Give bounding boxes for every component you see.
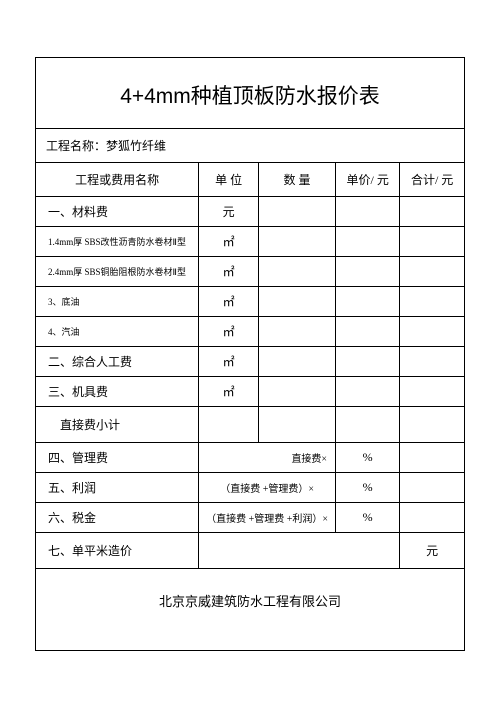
quote-table: 工程或费用名称 单 位 数 量 单价/ 元 合计/ 元 一、材料费 元 1.4m…	[36, 162, 464, 569]
table-row: 三、机具费 ㎡	[36, 376, 464, 406]
row-unit: ㎡	[199, 256, 259, 286]
row-price	[336, 256, 400, 286]
header-qty: 数 量	[259, 162, 336, 196]
row-price	[336, 226, 400, 256]
title-section: 4+4mm种植顶板防水报价表	[36, 58, 464, 128]
table-row: 五、利润 （直接费 +管理费）× %	[36, 472, 464, 502]
row-name: 四、管理费	[36, 442, 199, 472]
row-name: 2.4mm厚 SBS铜胎阻根防水卷材Ⅱ型	[36, 256, 199, 286]
row-qty	[259, 346, 336, 376]
row-total	[400, 346, 464, 376]
row-unit: ㎡	[199, 376, 259, 406]
row-total	[400, 256, 464, 286]
row-name: 3、底油	[36, 286, 199, 316]
table-row: 1.4mm厚 SBS改性沥青防水卷材Ⅱ型 ㎡	[36, 226, 464, 256]
row-pct: %	[336, 442, 400, 472]
row-price	[336, 286, 400, 316]
table-row: 二、综合人工费 ㎡	[36, 346, 464, 376]
row-qty	[259, 406, 336, 442]
row-unit: ㎡	[199, 316, 259, 346]
row-name: 1.4mm厚 SBS改性沥青防水卷材Ⅱ型	[36, 226, 199, 256]
project-name-row: 工程名称：梦狐竹纤维	[36, 128, 464, 162]
row-unit: ㎡	[199, 226, 259, 256]
row-name: 4、汽油	[36, 316, 199, 346]
row-qty	[259, 256, 336, 286]
row-name: 直接费小计	[36, 406, 199, 442]
table-row: 2.4mm厚 SBS铜胎阻根防水卷材Ⅱ型 ㎡	[36, 256, 464, 286]
row-desc: （直接费 +管理费 +利润）×	[199, 502, 336, 532]
row-price	[336, 316, 400, 346]
row-desc: 直接费×	[199, 442, 336, 472]
row-qty	[259, 196, 336, 226]
row-pct: %	[336, 472, 400, 502]
row-price	[336, 196, 400, 226]
row-price	[336, 346, 400, 376]
subtotal-row: 直接费小计	[36, 406, 464, 442]
header-total: 合计/ 元	[400, 162, 464, 196]
row-name: 五、利润	[36, 472, 199, 502]
table-row: 六、税金 （直接费 +管理费 +利润）× %	[36, 502, 464, 532]
header-price: 单价/ 元	[336, 162, 400, 196]
row-name: 七、单平米造价	[36, 532, 199, 568]
table-header-row: 工程或费用名称 单 位 数 量 单价/ 元 合计/ 元	[36, 162, 464, 196]
row-unit: 元	[199, 196, 259, 226]
row-qty	[259, 376, 336, 406]
row-unit: ㎡	[199, 346, 259, 376]
footer-company: 北京京威建筑防水工程有限公司	[36, 568, 464, 650]
row-name: 三、机具费	[36, 376, 199, 406]
row-unit: ㎡	[199, 286, 259, 316]
table-row: 3、底油 ㎡	[36, 286, 464, 316]
row-unit	[199, 406, 259, 442]
row-pct: %	[336, 502, 400, 532]
row-price	[336, 406, 400, 442]
row-total	[400, 376, 464, 406]
table-row: 4、汽油 ㎡	[36, 316, 464, 346]
row-name: 六、税金	[36, 502, 199, 532]
header-name: 工程或费用名称	[36, 162, 199, 196]
row-name: 一、材料费	[36, 196, 199, 226]
row-total	[400, 406, 464, 442]
row-total	[400, 472, 464, 502]
row-price	[336, 376, 400, 406]
row-qty	[259, 286, 336, 316]
row-qty	[259, 316, 336, 346]
table-row: 七、单平米造价 元	[36, 532, 464, 568]
row-total	[400, 286, 464, 316]
row-unit: 元	[400, 532, 464, 568]
document-page: 4+4mm种植顶板防水报价表 工程名称：梦狐竹纤维 工程或费用名称 单 位 数 …	[35, 57, 465, 652]
row-total	[400, 502, 464, 532]
row-total	[400, 316, 464, 346]
header-unit: 单 位	[199, 162, 259, 196]
row-total	[400, 226, 464, 256]
project-name-text: 工程名称：梦狐竹纤维	[46, 139, 166, 153]
row-merged	[199, 532, 400, 568]
page-title: 4+4mm种植顶板防水报价表	[36, 80, 464, 110]
table-row: 四、管理费 直接费× %	[36, 442, 464, 472]
row-qty	[259, 226, 336, 256]
row-desc: （直接费 +管理费）×	[199, 472, 336, 502]
row-total	[400, 196, 464, 226]
table-row: 一、材料费 元	[36, 196, 464, 226]
row-total	[400, 442, 464, 472]
row-name: 二、综合人工费	[36, 346, 199, 376]
